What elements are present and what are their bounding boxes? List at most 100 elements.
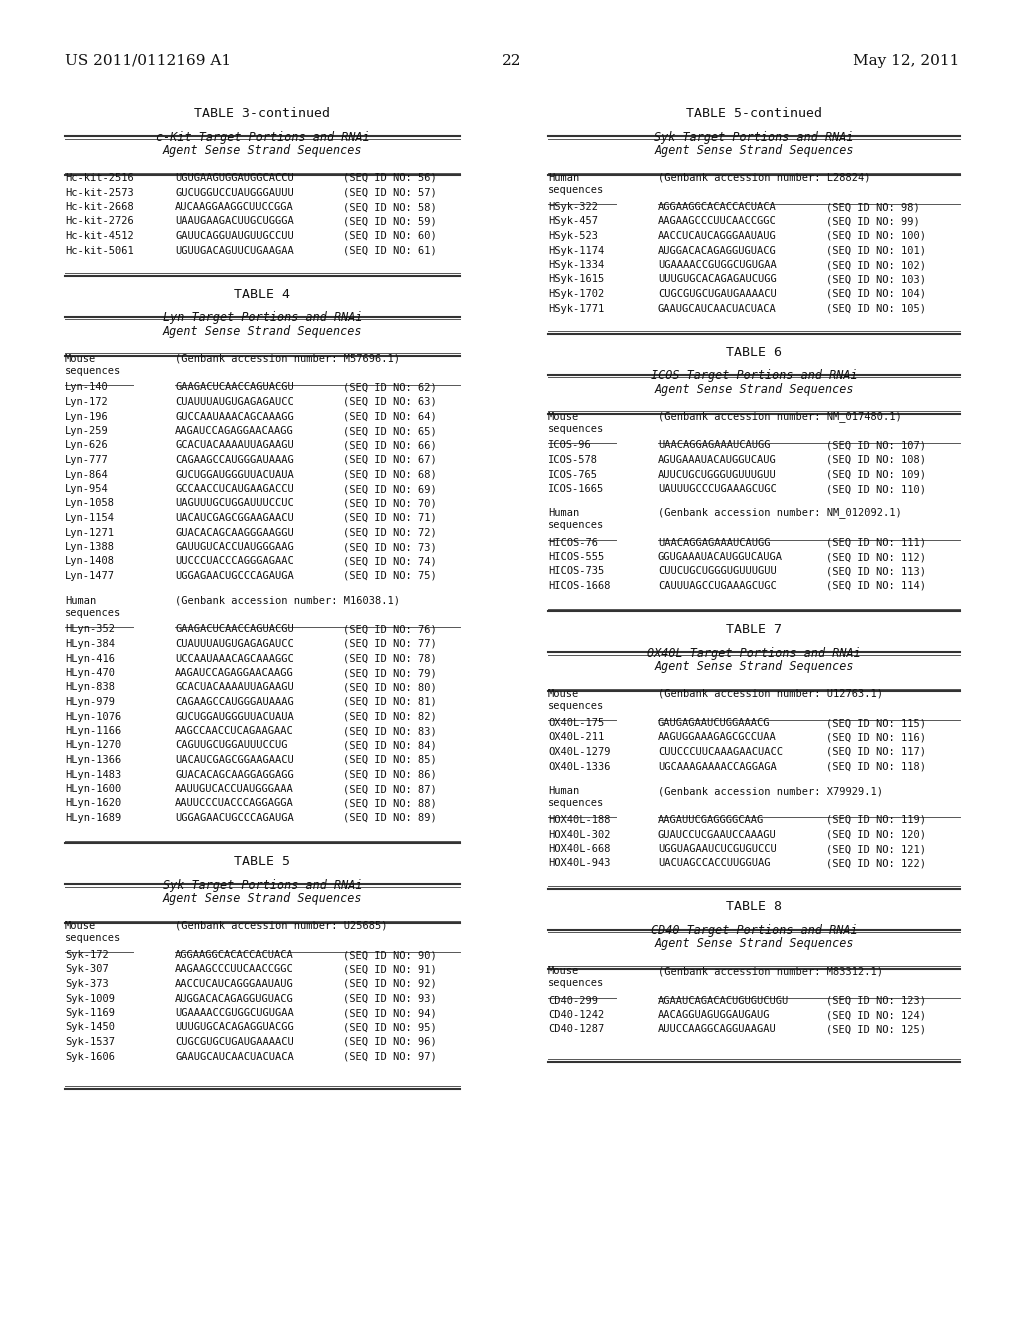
Text: HLyn-1483: HLyn-1483 bbox=[65, 770, 121, 780]
Text: UAAUGAAGACUUGCUGGGA: UAAUGAAGACUUGCUGGGA bbox=[175, 216, 294, 227]
Text: UACAUCGAGCGGAAGAACU: UACAUCGAGCGGAAGAACU bbox=[175, 755, 294, 766]
Text: AACCUCAUCAGGGAAUAUG: AACCUCAUCAGGGAAUAUG bbox=[175, 979, 294, 989]
Text: Human: Human bbox=[65, 595, 96, 606]
Text: (SEQ ID NO: 116): (SEQ ID NO: 116) bbox=[826, 733, 926, 742]
Text: (SEQ ID NO: 57): (SEQ ID NO: 57) bbox=[343, 187, 437, 198]
Text: HLyn-416: HLyn-416 bbox=[65, 653, 115, 664]
Text: UGUUGACAGUUCUGAAGAA: UGUUGACAGUUCUGAAGAA bbox=[175, 246, 294, 256]
Text: (SEQ ID NO: 121): (SEQ ID NO: 121) bbox=[826, 843, 926, 854]
Text: sequences: sequences bbox=[548, 701, 604, 711]
Text: UUUGUGCACAGAGGUACGG: UUUGUGCACAGAGGUACGG bbox=[175, 1023, 294, 1032]
Text: (SEQ ID NO: 101): (SEQ ID NO: 101) bbox=[826, 246, 926, 256]
Text: AAGUGGAAAGAGCGCCUAA: AAGUGGAAAGAGCGCCUAA bbox=[658, 733, 777, 742]
Text: (SEQ ID NO: 67): (SEQ ID NO: 67) bbox=[343, 455, 437, 465]
Text: GAAUGCAUCAACUACUACA: GAAUGCAUCAACUACUACA bbox=[658, 304, 777, 314]
Text: HLyn-1366: HLyn-1366 bbox=[65, 755, 121, 766]
Text: Mouse: Mouse bbox=[548, 689, 580, 700]
Text: AAGAUCCAGAGGAACAAGG: AAGAUCCAGAGGAACAAGG bbox=[175, 668, 294, 678]
Text: (SEQ ID NO: 82): (SEQ ID NO: 82) bbox=[343, 711, 437, 722]
Text: AGUGAAAUACAUGGUCAUG: AGUGAAAUACAUGGUCAUG bbox=[658, 455, 777, 465]
Text: (SEQ ID NO: 68): (SEQ ID NO: 68) bbox=[343, 470, 437, 479]
Text: HLyn-1689: HLyn-1689 bbox=[65, 813, 121, 822]
Text: Syk-307: Syk-307 bbox=[65, 965, 109, 974]
Text: (SEQ ID NO: 103): (SEQ ID NO: 103) bbox=[826, 275, 926, 285]
Text: Human: Human bbox=[548, 785, 580, 796]
Text: CUUCUGCUGGGUGUUUGUU: CUUCUGCUGGGUGUUUGUU bbox=[658, 566, 777, 577]
Text: OX40L-1279: OX40L-1279 bbox=[548, 747, 610, 756]
Text: (SEQ ID NO: 122): (SEQ ID NO: 122) bbox=[826, 858, 926, 869]
Text: (SEQ ID NO: 104): (SEQ ID NO: 104) bbox=[826, 289, 926, 300]
Text: (SEQ ID NO: 69): (SEQ ID NO: 69) bbox=[343, 484, 437, 494]
Text: UGGUAGAAUCUCGUGUCCU: UGGUAGAAUCUCGUGUCCU bbox=[658, 843, 777, 854]
Text: HOX40L-188: HOX40L-188 bbox=[548, 814, 610, 825]
Text: CD40-1242: CD40-1242 bbox=[548, 1010, 604, 1020]
Text: (SEQ ID NO: 87): (SEQ ID NO: 87) bbox=[343, 784, 437, 795]
Text: CD40 Target Portions and RNAi: CD40 Target Portions and RNAi bbox=[650, 924, 857, 937]
Text: AAUUCCCUACCCAGGAGGA: AAUUCCCUACCCAGGAGGA bbox=[175, 799, 294, 808]
Text: (SEQ ID NO: 78): (SEQ ID NO: 78) bbox=[343, 653, 437, 664]
Text: c-Kit Target Portions and RNAi: c-Kit Target Portions and RNAi bbox=[156, 131, 370, 144]
Text: GCACUACAAAAUUAGAAGU: GCACUACAAAAUUAGAAGU bbox=[175, 441, 294, 450]
Text: Syk Target Portions and RNAi: Syk Target Portions and RNAi bbox=[654, 131, 854, 144]
Text: UAACAGGAGAAAUCAUGG: UAACAGGAGAAAUCAUGG bbox=[658, 441, 770, 450]
Text: (SEQ ID NO: 108): (SEQ ID NO: 108) bbox=[826, 455, 926, 465]
Text: (SEQ ID NO: 75): (SEQ ID NO: 75) bbox=[343, 572, 437, 581]
Text: GUCUGGUCCUAUGGGAUUU: GUCUGGUCCUAUGGGAUUU bbox=[175, 187, 294, 198]
Text: HLyn-384: HLyn-384 bbox=[65, 639, 115, 649]
Text: HICOS-555: HICOS-555 bbox=[548, 552, 604, 562]
Text: AAGCCAACCUCAGAAGAAC: AAGCCAACCUCAGAAGAAC bbox=[175, 726, 294, 737]
Text: (SEQ ID NO: 63): (SEQ ID NO: 63) bbox=[343, 397, 437, 407]
Text: AGGAAGGCACACCACUACA: AGGAAGGCACACCACUACA bbox=[175, 950, 294, 960]
Text: sequences: sequences bbox=[548, 978, 604, 989]
Text: (SEQ ID NO: 114): (SEQ ID NO: 114) bbox=[826, 581, 926, 591]
Text: UGGAGAACUGCCCAGAUGA: UGGAGAACUGCCCAGAUGA bbox=[175, 813, 294, 822]
Text: (SEQ ID NO: 72): (SEQ ID NO: 72) bbox=[343, 528, 437, 537]
Text: (SEQ ID NO: 77): (SEQ ID NO: 77) bbox=[343, 639, 437, 649]
Text: (SEQ ID NO: 58): (SEQ ID NO: 58) bbox=[343, 202, 437, 213]
Text: (SEQ ID NO: 79): (SEQ ID NO: 79) bbox=[343, 668, 437, 678]
Text: (SEQ ID NO: 89): (SEQ ID NO: 89) bbox=[343, 813, 437, 822]
Text: (SEQ ID NO: 110): (SEQ ID NO: 110) bbox=[826, 484, 926, 494]
Text: HLyn-1166: HLyn-1166 bbox=[65, 726, 121, 737]
Text: (SEQ ID NO: 95): (SEQ ID NO: 95) bbox=[343, 1023, 437, 1032]
Text: Lyn-864: Lyn-864 bbox=[65, 470, 109, 479]
Text: Syk Target Portions and RNAi: Syk Target Portions and RNAi bbox=[163, 879, 362, 891]
Text: GAAGACUCAACCAGUACGU: GAAGACUCAACCAGUACGU bbox=[175, 624, 294, 635]
Text: HSyk-1334: HSyk-1334 bbox=[548, 260, 604, 271]
Text: GGUGAAAUACAUGGUCAUGA: GGUGAAAUACAUGGUCAUGA bbox=[658, 552, 783, 562]
Text: sequences: sequences bbox=[548, 424, 604, 433]
Text: (SEQ ID NO: 86): (SEQ ID NO: 86) bbox=[343, 770, 437, 780]
Text: Lyn-954: Lyn-954 bbox=[65, 484, 109, 494]
Text: Lyn Target Portions and RNAi: Lyn Target Portions and RNAi bbox=[163, 312, 362, 323]
Text: HLyn-1270: HLyn-1270 bbox=[65, 741, 121, 751]
Text: (SEQ ID NO: 124): (SEQ ID NO: 124) bbox=[826, 1010, 926, 1020]
Text: AACCUCAUCAGGGAAUAUG: AACCUCAUCAGGGAAUAUG bbox=[658, 231, 777, 242]
Text: (SEQ ID NO: 100): (SEQ ID NO: 100) bbox=[826, 231, 926, 242]
Text: sequences: sequences bbox=[548, 799, 604, 808]
Text: CAGUUGCUGGAUUUCCUG: CAGUUGCUGGAUUUCCUG bbox=[175, 741, 288, 751]
Text: Lyn-1477: Lyn-1477 bbox=[65, 572, 115, 581]
Text: (Genbank accession number: M57696.1): (Genbank accession number: M57696.1) bbox=[175, 354, 400, 363]
Text: HSyk-523: HSyk-523 bbox=[548, 231, 598, 242]
Text: (Genbank accession number: U12763.1): (Genbank accession number: U12763.1) bbox=[658, 689, 883, 700]
Text: (SEQ ID NO: 59): (SEQ ID NO: 59) bbox=[343, 216, 437, 227]
Text: Lyn-1271: Lyn-1271 bbox=[65, 528, 115, 537]
Text: CUUCCCUUCAAAGAACUACC: CUUCCCUUCAAAGAACUACC bbox=[658, 747, 783, 756]
Text: UAUUUGCCCUGAAAGCUGC: UAUUUGCCCUGAAAGCUGC bbox=[658, 484, 777, 494]
Text: (SEQ ID NO: 56): (SEQ ID NO: 56) bbox=[343, 173, 437, 183]
Text: HLyn-352: HLyn-352 bbox=[65, 624, 115, 635]
Text: (Genbank accession number: L28824): (Genbank accession number: L28824) bbox=[658, 173, 870, 183]
Text: sequences: sequences bbox=[548, 520, 604, 531]
Text: HLyn-838: HLyn-838 bbox=[65, 682, 115, 693]
Text: (SEQ ID NO: 74): (SEQ ID NO: 74) bbox=[343, 557, 437, 566]
Text: Hc-kit-2516: Hc-kit-2516 bbox=[65, 173, 134, 183]
Text: Agent Sense Strand Sequences: Agent Sense Strand Sequences bbox=[163, 144, 362, 157]
Text: Hc-kit-2668: Hc-kit-2668 bbox=[65, 202, 134, 213]
Text: (SEQ ID NO: 107): (SEQ ID NO: 107) bbox=[826, 441, 926, 450]
Text: HOX40L-943: HOX40L-943 bbox=[548, 858, 610, 869]
Text: (SEQ ID NO: 66): (SEQ ID NO: 66) bbox=[343, 441, 437, 450]
Text: GUACACAGCAAGGGAAGGU: GUACACAGCAAGGGAAGGU bbox=[175, 528, 294, 537]
Text: HSyk-457: HSyk-457 bbox=[548, 216, 598, 227]
Text: HSyk-322: HSyk-322 bbox=[548, 202, 598, 213]
Text: CUGCGUGCUGAUGAAAACU: CUGCGUGCUGAUGAAAACU bbox=[658, 289, 777, 300]
